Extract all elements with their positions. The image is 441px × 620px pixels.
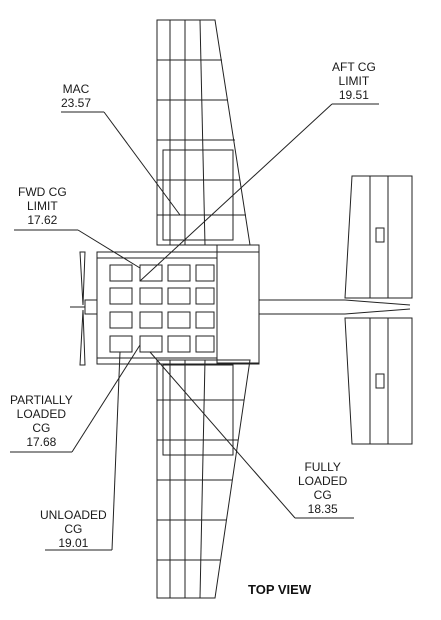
fwd-cg-limit-line1: FWD CG [18,185,67,199]
fully-loaded-cg-line1: FULLY [304,460,341,474]
fully-loaded-cg-label: FULLY LOADED CG 18.35 [298,460,347,516]
fully-loaded-cg-value: 18.35 [307,502,338,516]
cargo-bays [109,264,215,353]
partially-loaded-cg-value: 17.68 [26,435,57,449]
wing-lower [156,359,251,599]
horizontal-tail [344,175,413,445]
aft-cg-limit-line1: AFT CG [332,60,376,74]
propeller [70,251,98,366]
unloaded-cg-label: UNLOADED CG 19.01 [40,508,107,550]
partially-loaded-cg-label: PARTIALLY LOADED CG 17.68 [10,393,73,449]
fuselage [96,244,411,365]
fully-loaded-cg-line3: CG [313,488,332,502]
fwd-cg-limit-line2: LIMIT [26,199,58,213]
partially-loaded-cg-line3: CG [32,421,51,435]
fully-loaded-cg-line2: LOADED [298,474,348,488]
fwd-cg-limit-label: FWD CG LIMIT 17.62 [18,185,67,227]
unloaded-cg-value: 19.01 [58,536,89,550]
aft-cg-limit-value: 19.51 [338,88,369,102]
aft-cg-limit-label: AFT CG LIMIT 19.51 [332,60,376,102]
unloaded-cg-line1: UNLOADED [40,508,107,522]
partially-loaded-cg-line2: LOADED [16,407,67,421]
partially-loaded-cg-line1: PARTIALLY [10,393,73,407]
aft-cg-limit-line2: LIMIT [338,74,370,88]
leader-lines [10,103,379,551]
fwd-cg-limit-value: 17.62 [27,213,58,227]
view-title: TOP VIEW [248,582,312,597]
mac-label: MAC 23.57 [61,82,91,110]
unloaded-cg-line2: CG [64,522,83,536]
mac-label-text: MAC [62,82,90,96]
mac-value: 23.57 [61,96,92,110]
wing-upper [156,19,251,246]
